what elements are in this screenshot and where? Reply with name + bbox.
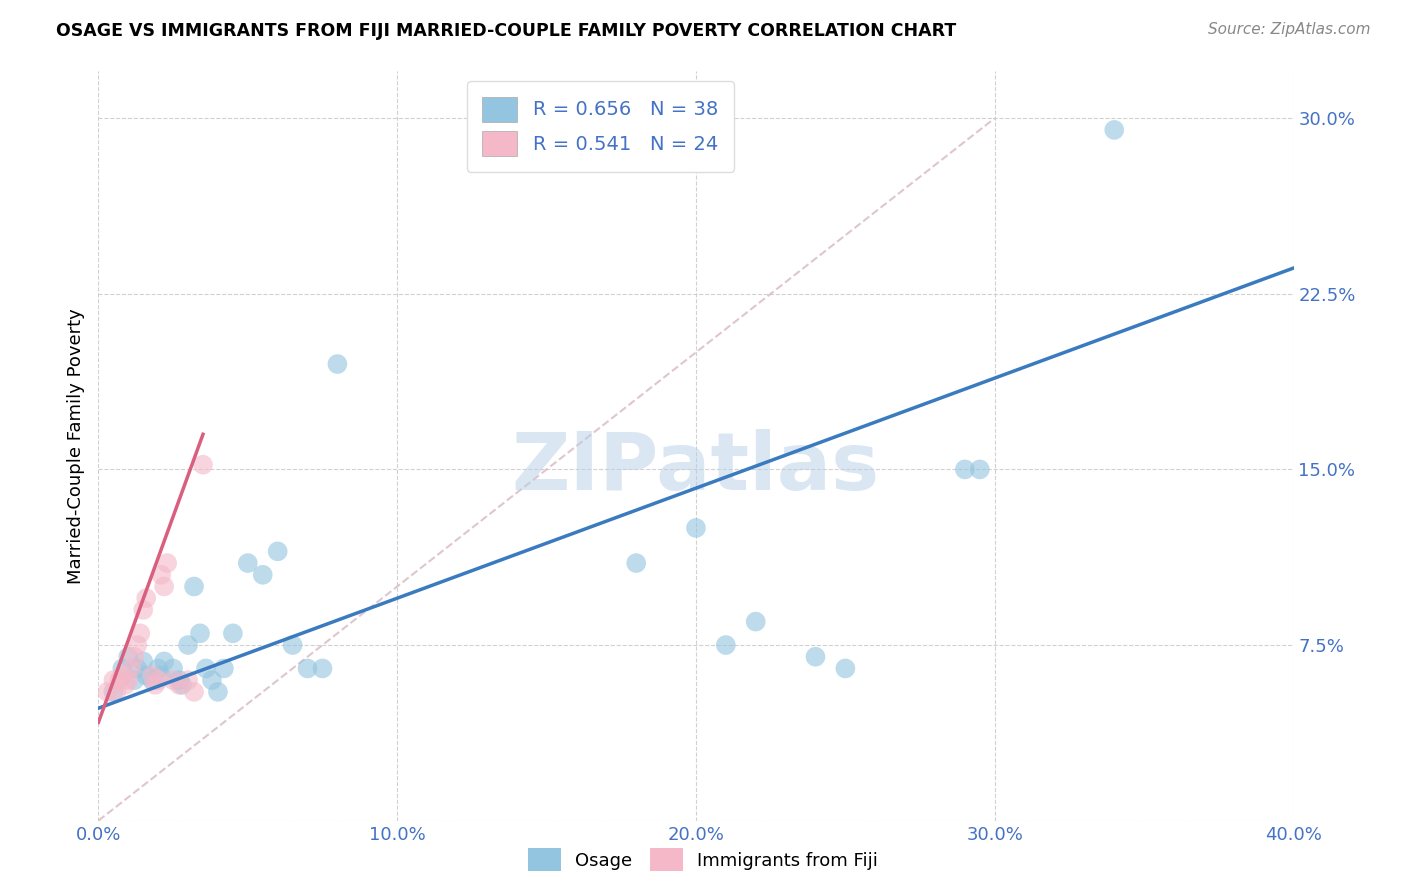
- Y-axis label: Married-Couple Family Poverty: Married-Couple Family Poverty: [66, 308, 84, 584]
- Point: [714, 638, 737, 652]
- Point: [183, 685, 205, 699]
- Point: [685, 521, 707, 535]
- Point: [153, 655, 176, 669]
- Point: [162, 673, 184, 688]
- Text: ZIPatlas: ZIPatlas: [512, 429, 880, 508]
- Point: [177, 673, 200, 688]
- Text: OSAGE VS IMMIGRANTS FROM FIJI MARRIED-COUPLE FAMILY POVERTY CORRELATION CHART: OSAGE VS IMMIGRANTS FROM FIJI MARRIED-CO…: [56, 22, 956, 40]
- Point: [222, 626, 245, 640]
- Point: [124, 649, 146, 664]
- Point: [117, 649, 139, 664]
- Point: [148, 661, 170, 675]
- Point: [188, 626, 211, 640]
- Point: [969, 462, 991, 476]
- Point: [281, 638, 304, 652]
- Point: [201, 673, 224, 688]
- Point: [162, 661, 184, 675]
- Point: [105, 685, 128, 699]
- Point: [1104, 123, 1126, 137]
- Point: [745, 615, 768, 629]
- Point: [150, 567, 173, 582]
- Point: [114, 678, 136, 692]
- Text: Source: ZipAtlas.com: Source: ZipAtlas.com: [1208, 22, 1371, 37]
- Point: [135, 591, 157, 606]
- Point: [195, 661, 218, 675]
- Point: [143, 678, 166, 692]
- Point: [127, 638, 149, 652]
- Point: [141, 673, 163, 688]
- Point: [297, 661, 319, 675]
- Point: [236, 556, 259, 570]
- Point: [148, 673, 170, 688]
- Point: [207, 685, 229, 699]
- Point: [167, 678, 190, 692]
- Point: [120, 661, 142, 675]
- Point: [153, 580, 176, 594]
- Point: [252, 567, 274, 582]
- Point: [953, 462, 976, 476]
- Point: [103, 673, 125, 688]
- Point: [177, 638, 200, 652]
- Point: [132, 603, 155, 617]
- Point: [127, 661, 149, 675]
- Legend: R = 0.656   N = 38, R = 0.541   N = 24: R = 0.656 N = 38, R = 0.541 N = 24: [467, 81, 734, 172]
- Point: [212, 661, 235, 675]
- Point: [311, 661, 333, 675]
- Point: [111, 668, 134, 682]
- Point: [172, 678, 194, 692]
- Point: [167, 673, 190, 688]
- Point: [150, 668, 173, 682]
- Point: [96, 685, 118, 699]
- Point: [834, 661, 856, 675]
- Point: [191, 458, 214, 472]
- Point: [103, 685, 125, 699]
- Legend: Osage, Immigrants from Fiji: Osage, Immigrants from Fiji: [520, 841, 886, 879]
- Point: [183, 580, 205, 594]
- Point: [626, 556, 648, 570]
- Point: [156, 556, 179, 570]
- Point: [129, 626, 152, 640]
- Point: [117, 673, 139, 688]
- Point: [804, 649, 827, 664]
- Point: [141, 668, 163, 682]
- Point: [267, 544, 290, 558]
- Point: [132, 655, 155, 669]
- Point: [326, 357, 349, 371]
- Point: [135, 668, 157, 682]
- Point: [124, 673, 146, 688]
- Point: [108, 673, 131, 688]
- Point: [111, 661, 134, 675]
